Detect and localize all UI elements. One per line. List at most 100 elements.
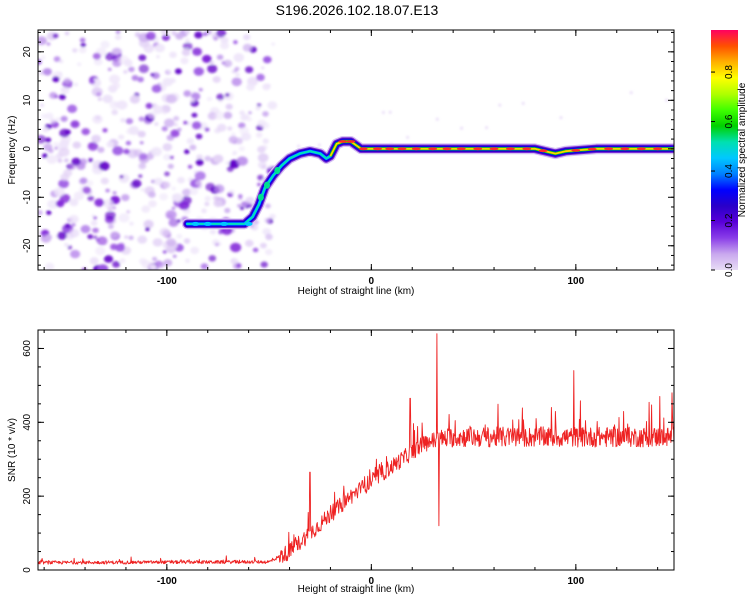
noise-speck	[119, 258, 126, 264]
ridge-hotspot	[604, 147, 614, 151]
ridge-hotspot	[489, 147, 499, 151]
noise-speck	[138, 152, 148, 161]
noise-speck	[261, 66, 265, 70]
ridge-hotspot	[505, 147, 515, 151]
noise-speck	[141, 205, 151, 213]
noise-speck	[180, 57, 189, 65]
colorbar-tick-label: 0.0	[724, 263, 735, 277]
noise-speck	[102, 128, 108, 133]
noise-speck	[64, 223, 71, 229]
noise-speck	[70, 249, 81, 259]
noise-speck	[42, 153, 48, 158]
noise-speck	[257, 119, 267, 128]
noise-speck	[148, 191, 156, 198]
noise-speck	[64, 242, 69, 247]
noise-speck	[81, 128, 90, 136]
ridge-hotspot	[411, 147, 421, 151]
noise-speck	[165, 94, 177, 104]
chart-title: S196.2026.102.18.07.E13	[275, 2, 439, 18]
noise-speck	[46, 154, 58, 164]
noise-speck	[71, 223, 76, 227]
noise-speck	[263, 217, 271, 224]
noise-speck	[153, 177, 163, 186]
colorbar-ticks: 0.0 0.2 0.4 0.6 0.8	[711, 65, 735, 277]
noise-speck	[169, 155, 174, 160]
noise-speck	[172, 254, 177, 258]
noise-speck	[559, 116, 563, 119]
noise-speck	[202, 32, 208, 36]
noise-speck	[183, 90, 192, 97]
noise-speck	[485, 126, 488, 129]
noise-speck	[245, 239, 254, 247]
noise-speck	[53, 141, 59, 147]
noise-speck	[169, 78, 176, 84]
ridge-hotspot	[636, 147, 646, 151]
noise-speck	[137, 76, 144, 83]
noise-speck	[131, 75, 139, 81]
noise-speck	[267, 101, 278, 110]
noise-speck	[139, 141, 144, 145]
ridge-hotspot	[442, 147, 452, 151]
noise-speck	[216, 93, 225, 101]
noise-speck	[79, 37, 86, 43]
noise-speck	[173, 122, 178, 127]
noise-speck	[213, 184, 225, 194]
noise-speck	[43, 143, 53, 151]
noise-speck	[86, 180, 94, 187]
noise-speck	[52, 76, 60, 83]
noise-speck	[54, 187, 65, 197]
noise-speck	[128, 66, 135, 73]
ridge-blob	[220, 221, 229, 226]
noise-speck	[156, 55, 160, 59]
snr-ylabel: SNR (10 * v/v)	[7, 418, 18, 482]
noise-speck	[96, 236, 108, 246]
noise-speck	[231, 132, 236, 137]
noise-speck	[39, 103, 45, 108]
noise-speck	[190, 246, 200, 255]
noise-speck	[245, 66, 254, 74]
ridge-blob	[244, 221, 253, 226]
noise-speck	[156, 261, 165, 269]
spectrogram-frame	[37, 29, 675, 271]
noise-speck	[257, 153, 269, 163]
snr-ticks: -100 0 100 0 200 400 600	[22, 329, 674, 587]
noise-speck	[213, 36, 219, 41]
noise-speck	[69, 198, 79, 207]
noise-speck	[139, 258, 147, 265]
noise-speck	[80, 42, 86, 48]
noise-speck	[154, 122, 159, 126]
ridge-blob	[191, 221, 200, 226]
noise-speck	[257, 174, 264, 181]
noise-speck	[105, 188, 110, 193]
noise-speck	[269, 213, 276, 220]
noise-speck	[80, 225, 91, 234]
noise-speck	[73, 82, 79, 87]
noise-speck	[95, 115, 101, 121]
noise-speck	[234, 66, 240, 71]
noise-speck	[110, 231, 119, 239]
noise-speck	[171, 206, 176, 210]
snr-panel: -100 0 100 0 200 400 600 Height of straight li…	[7, 329, 675, 595]
noise-speck	[126, 210, 131, 214]
ridge-hotspot	[473, 147, 483, 151]
noise-speck	[140, 188, 145, 192]
noise-speck	[58, 147, 70, 157]
noise-speck	[145, 227, 150, 231]
noise-speck	[189, 187, 199, 196]
noise-speck	[114, 34, 122, 40]
noise-speck	[138, 54, 147, 61]
noise-speck	[184, 30, 190, 35]
noise-speck	[100, 177, 109, 185]
ridge-blob	[203, 221, 212, 226]
noise-speck	[115, 243, 125, 252]
ridge-hotspot	[538, 149, 548, 153]
noise-speck	[71, 157, 81, 166]
noise-speck	[109, 74, 120, 84]
spectrogram-ylabel: Frequency (Hz)	[7, 116, 18, 185]
noise-speck	[113, 102, 119, 107]
noise-speck	[134, 32, 141, 38]
ridge-hotspot	[358, 147, 368, 151]
noise-speck	[251, 224, 259, 231]
colorbar-tick-label: 0.4	[724, 164, 735, 178]
